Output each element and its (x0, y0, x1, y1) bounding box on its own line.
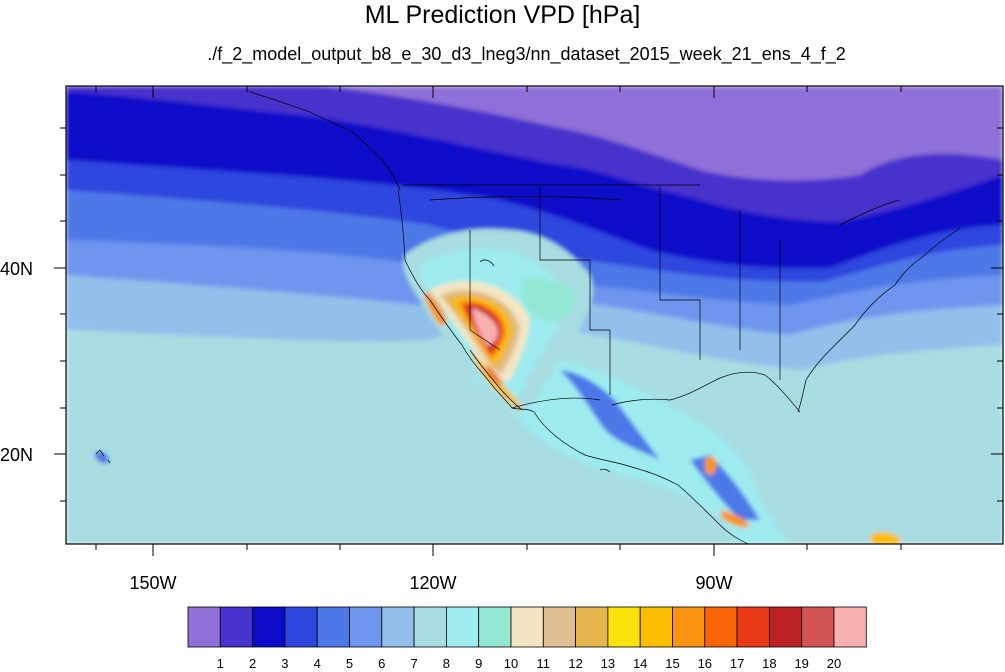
vpd-field (66, 86, 1003, 544)
colorbar-label: 17 (730, 656, 744, 671)
colorbar-label: 9 (475, 656, 482, 671)
axis-ticks (54, 86, 1003, 556)
colorbar-swatch (736, 606, 770, 648)
colorbar-label: 3 (281, 656, 288, 671)
colorbar-swatch (607, 606, 641, 648)
colorbar-swatch (316, 606, 350, 648)
colorbar-swatch (542, 606, 576, 648)
lon-tick-label: 90W (695, 573, 732, 593)
colorbar: 1 2 3 4 5 6 7 8 9 10 11 12 13 14 15 16 17 18 19 20 (187, 606, 867, 671)
colorbar-swatch (445, 606, 480, 648)
map-subtitle: ./f_2_model_output_b8_e_30_d3_lneg3/nn_d… (207, 44, 846, 64)
colorbar-label: 18 (762, 656, 776, 671)
colorbar-swatch (639, 606, 673, 648)
lat-tick-label: 40N (0, 259, 33, 279)
colorbar-label: 2 (249, 656, 256, 671)
colorbar-swatch (575, 606, 609, 648)
colorbar-label: 12 (568, 656, 582, 671)
colorbar-swatch (801, 606, 835, 648)
colorbar-label: 14 (633, 656, 647, 671)
colorbar-label: 15 (665, 656, 679, 671)
colorbar-swatch (833, 606, 867, 648)
colorbar-label: 19 (794, 656, 808, 671)
colorbar-label: 5 (346, 656, 353, 671)
colorbar-swatch (672, 606, 706, 648)
colorbar-label: 1 (217, 656, 224, 671)
colorbar-swatch (413, 606, 447, 648)
lon-tick-label: 150W (129, 573, 176, 593)
colorbar-label: 6 (378, 656, 385, 671)
colorbar-label: 11 (537, 656, 551, 671)
colorbar-swatch (219, 606, 254, 648)
colorbar-swatch (704, 606, 738, 648)
map-title: ML Prediction VPD [hPa] (364, 1, 641, 29)
colorbar-swatch (510, 606, 544, 648)
colorbar-swatch (252, 606, 286, 648)
colorbar-swatch (478, 606, 512, 648)
colorbar-swatch (381, 606, 415, 648)
colorbar-label: 10 (504, 656, 518, 671)
colorbar-swatch (769, 606, 803, 648)
colorbar-label: 16 (698, 656, 712, 671)
colorbar-label: 7 (410, 656, 417, 671)
map-frame (65, 85, 1004, 545)
colorbar-swatch (284, 606, 318, 648)
colorbar-swatch (349, 606, 383, 648)
lat-tick-label: 20N (0, 445, 33, 465)
colorbar-label: 20 (827, 656, 841, 671)
lon-tick-label: 120W (409, 573, 456, 593)
colorbar-swatch (187, 606, 221, 648)
colorbar-label: 13 (601, 656, 615, 671)
colorbar-label: 4 (314, 656, 321, 671)
colorbar-label: 8 (443, 656, 450, 671)
